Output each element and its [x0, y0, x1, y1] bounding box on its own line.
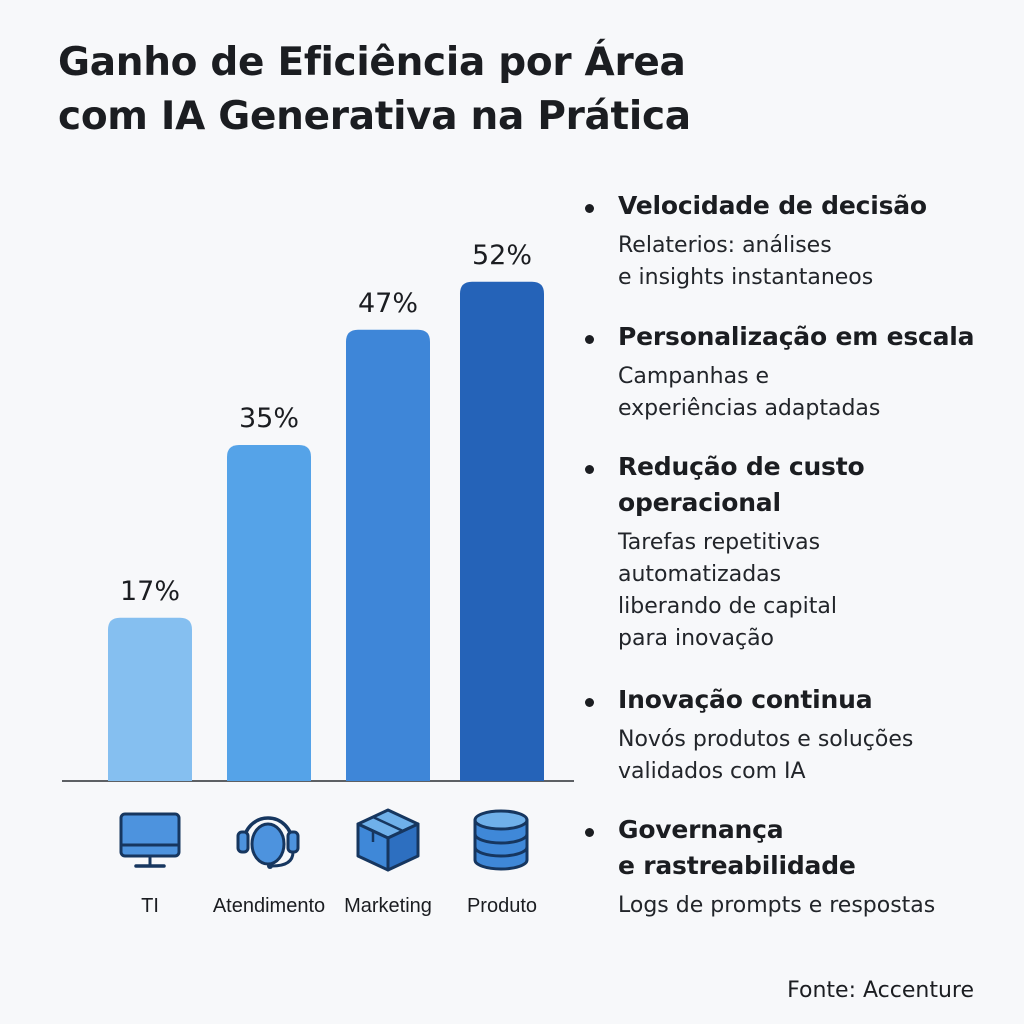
headset-icon [236, 816, 300, 869]
benefit-item-decision-speed: Velocidade de decisão Relaterios: anális… [585, 188, 927, 294]
benefit-heading: Personalização em escala [618, 322, 975, 351]
bar-atendimento [227, 445, 311, 781]
bullet-dot [585, 335, 594, 344]
box-icon [356, 808, 420, 872]
bullet-dot [585, 828, 594, 837]
bar-ti [108, 617, 192, 781]
title-line-2: com IA Generativa na Prática [58, 94, 691, 139]
benefit-item-personalization: Personalização em escala Campanhas e exp… [585, 319, 975, 425]
benefit-heading: Governança e rastreabilidade [618, 815, 856, 880]
benefit-heading: Velocidade de decisão [618, 191, 927, 220]
benefit-item-innovation: Inovação continua Novós produtos e soluç… [585, 682, 913, 788]
benefit-description: Novós produtos e soluções validados com … [618, 727, 914, 784]
benefit-heading: Redução de custo operacional [618, 452, 865, 517]
bar-produto [460, 281, 544, 781]
category-label-atendimento: Atendimento [213, 895, 325, 917]
benefit-description: Relaterios: análises e insights instanta… [618, 233, 874, 290]
bullet-dot [585, 204, 594, 213]
bar-marketing [346, 329, 430, 781]
benefit-description: Tarefas repetitivas automatizadas libera… [618, 530, 837, 651]
bullet-dot [585, 465, 594, 474]
monitor-icon [119, 812, 181, 868]
category-label-produto: Produto [467, 895, 537, 917]
benefit-item-governance: Governança e rastreabilidade Logs de pro… [585, 812, 935, 922]
bullet-dot [585, 698, 594, 707]
source-credit: Fonte: Accenture [787, 978, 974, 1003]
benefit-heading: Inovação continua [618, 685, 873, 714]
value-label-atendimento: 35% [239, 403, 299, 434]
value-label-produto: 52% [472, 240, 532, 271]
database-icon [473, 809, 529, 871]
page-title: Ganho de Eficiência por Área com IA Gene… [58, 36, 758, 144]
value-label-marketing: 47% [358, 288, 418, 319]
benefit-item-cost-reduction: Redução de custo operacional Tarefas rep… [585, 449, 865, 655]
category-label-marketing: Marketing [344, 895, 432, 917]
bar-chart: 17% TI 35% Atendimento 47% Marketing 52% Produt… [62, 240, 574, 917]
category-label-ti: TI [141, 895, 159, 917]
benefit-description: Campanhas e experiências adaptadas [618, 364, 881, 421]
value-label-ti: 17% [120, 576, 180, 607]
title-line-1: Ganho de Eficiência por Área [58, 40, 686, 85]
benefit-description: Logs de prompts e respostas [618, 893, 936, 918]
